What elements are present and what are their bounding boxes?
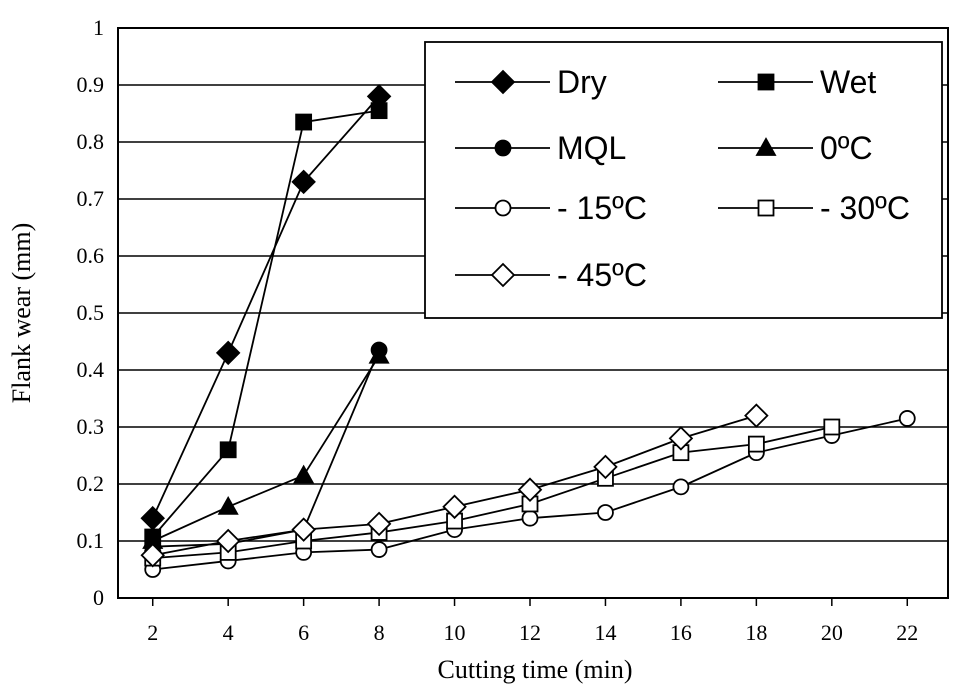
series-line (152, 426, 833, 559)
plot-frame (117, 27, 949, 599)
legend-label: 0ºC (820, 130, 873, 166)
y-tick-label: 1 (93, 15, 104, 40)
marker (295, 113, 313, 131)
x-tick-label: 8 (374, 620, 385, 645)
marker (293, 464, 315, 484)
x-tick-label: 20 (821, 620, 843, 645)
legend-label: MQL (557, 130, 626, 166)
marker (757, 199, 775, 217)
y-tick-label: 0.5 (77, 300, 105, 325)
y-tick-label: 0.9 (77, 72, 105, 97)
x-tick-label: 14 (594, 620, 616, 645)
series-line (151, 95, 380, 519)
marker (747, 435, 765, 453)
y-tick-label: 0.1 (77, 528, 105, 553)
marker (757, 73, 775, 91)
legend-label: Dry (557, 64, 607, 100)
marker (370, 102, 388, 120)
y-tick-label: 0.4 (77, 357, 105, 382)
marker (494, 199, 512, 217)
x-tick-label: 4 (223, 620, 234, 645)
series-line (152, 109, 380, 538)
marker (668, 426, 694, 451)
marker (291, 517, 316, 542)
marker (490, 69, 516, 95)
marker (215, 528, 241, 554)
marker (593, 454, 618, 480)
marker (490, 262, 516, 288)
marker (291, 169, 316, 195)
marker (140, 542, 166, 568)
series-line (152, 355, 380, 542)
x-tick-label: 10 (444, 620, 466, 645)
series-line (152, 349, 380, 548)
y-axis-label: Flank wear (mm) (7, 223, 36, 404)
marker (672, 478, 690, 496)
x-tick-label: 16 (670, 620, 692, 645)
marker (366, 511, 392, 537)
x-axis-label: Cutting time (min) (438, 655, 633, 684)
marker (442, 494, 467, 520)
marker (215, 340, 241, 366)
marker (744, 403, 769, 428)
marker (521, 509, 539, 527)
y-tick-label: 0.3 (77, 414, 105, 439)
marker (898, 410, 916, 427)
marker (597, 504, 614, 521)
y-tick-label: 0.6 (77, 243, 105, 268)
x-tick-label: 18 (745, 620, 767, 645)
legend-label: Wet (820, 64, 876, 100)
y-tick-label: 0.8 (77, 129, 105, 154)
x-tick-label: 12 (519, 620, 541, 645)
x-tick-label: 2 (147, 620, 158, 645)
marker (140, 505, 166, 531)
marker (219, 441, 237, 459)
marker (370, 541, 388, 558)
y-tick-label: 0.7 (77, 186, 105, 211)
marker (494, 139, 512, 157)
legend-label: - 30ºC (820, 190, 910, 226)
marker (517, 477, 543, 502)
y-tick-label: 0 (93, 585, 104, 610)
marker (755, 137, 777, 156)
x-tick-label: 22 (896, 620, 918, 645)
marker (217, 495, 239, 515)
legend-label: - 15ºC (557, 190, 647, 226)
x-tick-label: 6 (298, 620, 309, 645)
marker (368, 344, 390, 364)
marker (823, 418, 841, 436)
legend-label: - 45ºC (557, 257, 647, 293)
y-tick-label: 0.2 (77, 471, 105, 496)
